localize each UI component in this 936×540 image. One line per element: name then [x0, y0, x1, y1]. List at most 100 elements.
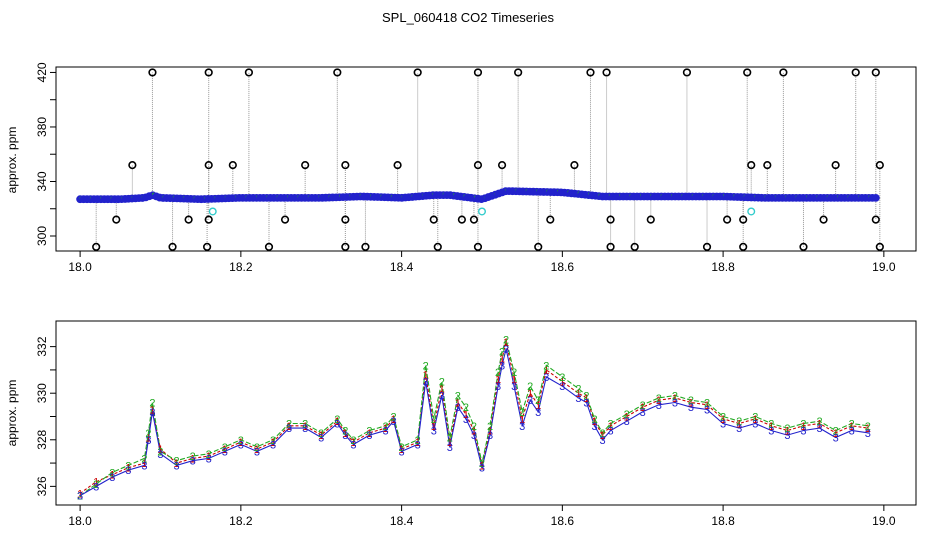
series-3-symbol: 3	[238, 439, 244, 451]
top-y-axis-label: approx. ppm	[5, 127, 19, 194]
series-1-symbol: 1	[624, 411, 630, 423]
series-1-symbol: 1	[519, 414, 525, 426]
series-2-symbol: 2	[471, 421, 477, 433]
bottom-outlier-point	[168, 242, 177, 252]
series-3-symbol: 3	[535, 407, 541, 419]
series-2-symbol: 2	[423, 360, 429, 372]
series-3-symbol: 3	[173, 460, 179, 472]
bottom-outlier-point	[264, 242, 274, 252]
series-3-symbol: 3	[599, 435, 605, 447]
series-3-symbol: 3	[583, 398, 589, 410]
high-outlier-point	[413, 68, 422, 77]
bottom-y-axis-label: approx. ppm	[5, 380, 19, 447]
low-outlier-point	[429, 215, 438, 224]
series-2-symbol: 2	[816, 416, 822, 428]
series-3-symbol: 3	[800, 425, 806, 437]
series-3-symbol: 3	[487, 430, 493, 442]
series-3-symbol: 3	[608, 425, 614, 437]
mid-outlier-point	[747, 161, 756, 170]
series-2-symbol: 2	[543, 360, 549, 372]
series-3-symbol: 3	[141, 460, 147, 472]
filtered-point	[208, 207, 217, 216]
series-3-symbol: 3	[591, 421, 597, 433]
series-1-symbol: 1	[720, 414, 726, 426]
series-1-symbol: 1	[463, 409, 469, 421]
series-3-symbol: 3	[471, 430, 477, 442]
series-2-symbol: 2	[145, 428, 151, 440]
series-2-symbol: 2	[527, 381, 533, 393]
series-3-symbol: 3	[455, 402, 461, 414]
series-1-symbol: 1	[382, 423, 388, 435]
series-1-symbol: 1	[816, 418, 822, 430]
series-2-symbol: 2	[736, 416, 742, 428]
x-tick-label: 18.0	[68, 514, 92, 528]
series-3-symbol: 3	[543, 372, 549, 384]
series-1-symbol: 1	[125, 463, 131, 475]
series-2-symbol: 2	[254, 442, 260, 454]
low-outlier-point	[646, 215, 655, 224]
bottom-outlier-point	[203, 242, 212, 252]
series-3-symbol: 3	[519, 421, 525, 433]
series-2-symbol: 2	[206, 449, 212, 461]
low-outlier-point	[546, 215, 555, 224]
series-2-symbol: 2	[591, 414, 597, 426]
series-2-symbol: 2	[656, 393, 662, 405]
series-1-symbol: 1	[599, 430, 605, 442]
top-y-axis: 300 340 380 420	[35, 62, 56, 246]
series-3-symbol: 3	[511, 381, 517, 393]
series-2-symbol: 2	[455, 391, 461, 403]
y-tick-label: 332	[35, 336, 49, 356]
series-2-symbol: 2	[768, 418, 774, 430]
series-2-symbol: 2	[559, 372, 565, 384]
series-2-symbol: 2	[302, 418, 308, 430]
series-1-symbol: 1	[254, 444, 260, 456]
series-1-symbol: 1	[366, 428, 372, 440]
series-3-symbol: 3	[704, 405, 710, 417]
series-1-symbol: 1	[455, 398, 461, 410]
series-1-symbol: 1	[768, 421, 774, 433]
filtered-point	[747, 207, 756, 216]
series-3-symbol: 3	[575, 393, 581, 405]
series-1-symbol: 1	[286, 421, 292, 433]
series-1-symbol: 1	[503, 337, 509, 349]
mid-outlier-point	[497, 161, 507, 170]
series-1-symbol: 1	[499, 353, 505, 365]
x-tick-label: 18.8	[711, 514, 735, 528]
series-3-symbol: 3	[342, 430, 348, 442]
series-2-symbol: 2	[704, 398, 710, 410]
series-2-symbol: 2	[190, 451, 196, 463]
series-2-symbol: 2	[141, 453, 147, 465]
series-2-symbol: 2	[495, 367, 501, 379]
series-1-symbol: 1	[784, 425, 790, 437]
series-1-symbol: 1	[640, 402, 646, 414]
series-2-symbol: 2	[535, 395, 541, 407]
series-2-symbol: 2	[487, 421, 493, 433]
series-3-symbol: 3	[865, 428, 871, 440]
series-2-symbol: 2	[849, 418, 855, 430]
series-3-symbol: 3	[334, 418, 340, 430]
series-2-symbol: 2	[238, 435, 244, 447]
series-1-symbol: 1	[527, 388, 533, 400]
series-2-symbol: 2	[479, 458, 485, 470]
y-tick-label: 340	[35, 171, 49, 191]
bottom-x-axis: 18.0 18.2 18.4 18.6 18.8 19.0	[68, 505, 896, 528]
series-3-symbol: 3	[559, 381, 565, 393]
bottom-outlier-point	[799, 242, 808, 252]
low-outlier-point	[341, 215, 350, 224]
series-2-symbol: 2	[640, 400, 646, 412]
y-tick-label: 420	[35, 62, 49, 82]
series-2-symbol: 2	[342, 425, 348, 437]
series-2-symbol: 2	[391, 411, 397, 423]
series-1-symbol: 1	[688, 398, 694, 410]
series-1-symbol: 1	[575, 388, 581, 400]
bottom-outlier-point	[630, 242, 639, 252]
series-3-symbol: 3	[270, 439, 276, 451]
series-3-symbol: 3	[463, 414, 469, 426]
series-3-symbol: 3	[77, 491, 83, 503]
series-1-symbol: 1	[752, 414, 758, 426]
series-2-symbol: 2	[222, 442, 228, 454]
series-2-symbol: 2	[575, 384, 581, 396]
series-1-symbol: 1	[302, 421, 308, 433]
